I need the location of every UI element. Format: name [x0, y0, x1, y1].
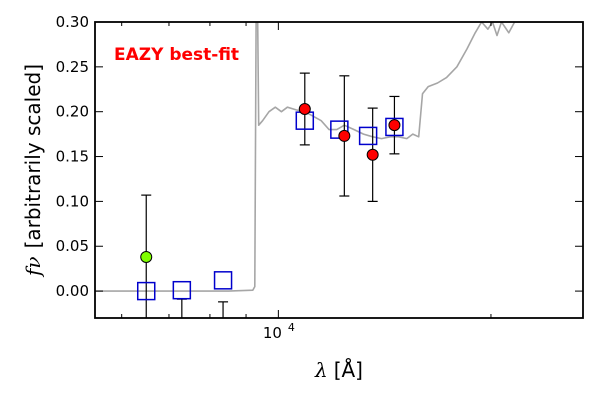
y-tick-label-1: 0.05	[56, 237, 89, 255]
y-tick-label-4: 0.20	[56, 103, 89, 121]
x-axis-symbol: λ	[314, 358, 328, 382]
model-photometry-square-0	[136, 281, 156, 301]
model-photometry-square-1	[172, 280, 192, 300]
flux-point-0	[140, 251, 153, 264]
x-axis-unit: [Å]	[334, 358, 363, 382]
flux-point-0	[298, 103, 311, 116]
template-spectrum-line	[95, 22, 583, 292]
plot-frame	[94, 21, 584, 319]
y-tick-label-0: 0.00	[56, 282, 89, 300]
y-tick-label-3: 0.15	[56, 148, 89, 166]
model-photometry-square-6	[385, 117, 404, 137]
x-axis-title: λ [Å]	[314, 358, 363, 382]
plot-area	[95, 22, 583, 318]
y-tick-label-6: 0.30	[56, 13, 89, 31]
flux-point-2	[366, 148, 379, 161]
y-tick-label-5: 0.25	[56, 58, 89, 76]
x-tick-label-exponent-0: 4	[288, 321, 295, 334]
model-photometry-square-2	[213, 271, 233, 290]
x-tick-label-0: 10	[263, 324, 282, 342]
flux-point-1	[338, 129, 351, 142]
annotation-label: EAZY best-fit	[114, 45, 239, 65]
y-tick-label-2: 0.10	[56, 192, 89, 210]
model-photometry-square-5	[358, 126, 378, 146]
y-axis-title: fν [arbitrarily scaled]	[21, 64, 45, 278]
y-axis-text: [arbitrarily scaled]	[21, 64, 45, 248]
flux-point-3	[388, 119, 401, 132]
y-axis-symbol: fν	[21, 256, 45, 278]
